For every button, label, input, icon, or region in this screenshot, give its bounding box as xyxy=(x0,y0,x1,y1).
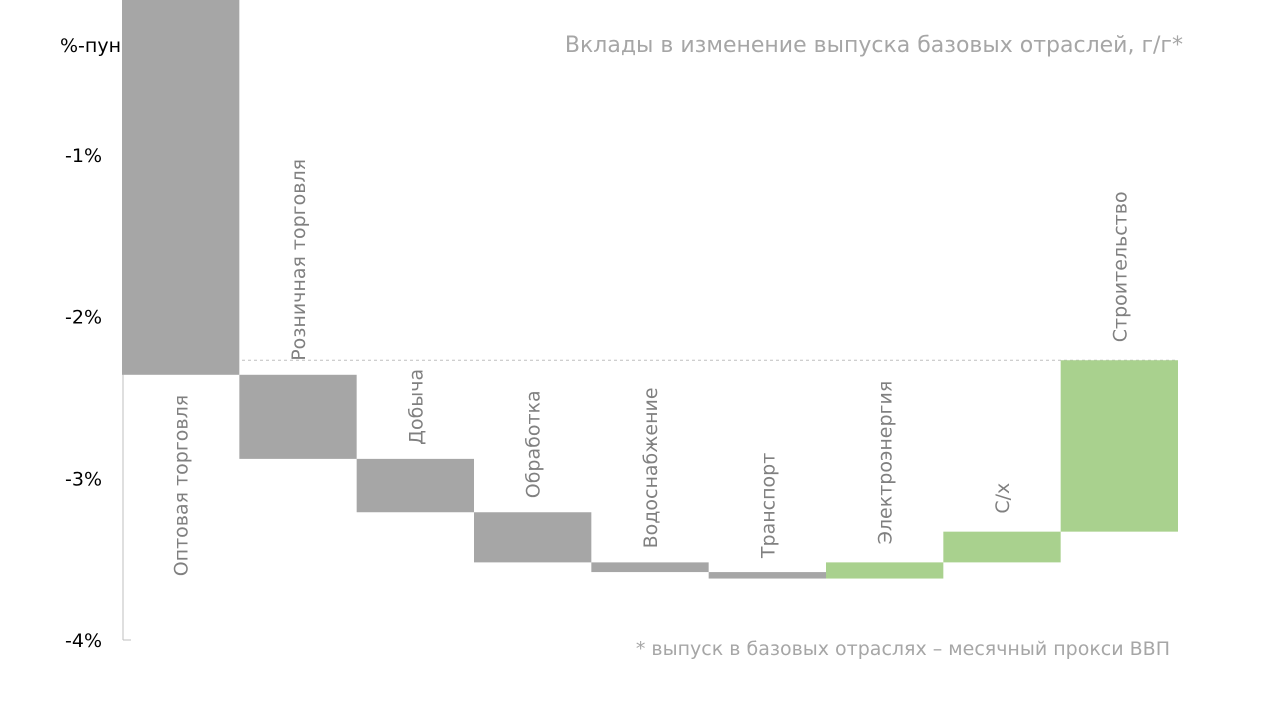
waterfall-bar xyxy=(356,458,474,513)
category-label: С/х xyxy=(992,483,1014,514)
waterfall-bar xyxy=(122,0,240,375)
y-tick-label: -3% xyxy=(65,468,102,490)
category-label: Строительство xyxy=(1109,191,1131,342)
y-tick-label: -2% xyxy=(65,307,102,329)
waterfall-bar xyxy=(239,374,357,459)
category-label: Транспорт xyxy=(757,453,779,559)
category-label: Розничная торговля xyxy=(288,159,310,361)
waterfall-bar xyxy=(1060,360,1178,532)
footnote: * выпуск в базовых отраслях – месячный п… xyxy=(636,638,1170,660)
waterfall-bars xyxy=(122,0,1178,579)
waterfall-bar xyxy=(474,512,592,563)
category-label: Водоснабжение xyxy=(640,387,662,548)
y-axis-ticks: -1% -2% -3% -4% xyxy=(65,145,102,652)
y-tick-label: -4% xyxy=(65,630,102,652)
waterfall-bar xyxy=(943,531,1061,563)
category-labels: Оптовая торговля Розничная торговля Добыча… xyxy=(171,159,1132,576)
category-label: Обработка xyxy=(523,390,545,498)
category-label: Электроэнергия xyxy=(875,381,897,545)
chart-title: Вклады в изменение выпуска базовых отрас… xyxy=(565,33,1183,58)
category-label: Добыча xyxy=(405,369,427,445)
waterfall-bar xyxy=(708,572,826,579)
y-tick-label: -1% xyxy=(65,145,102,167)
waterfall-bar xyxy=(826,562,944,579)
category-label: Оптовая торговля xyxy=(171,395,193,577)
waterfall-bar xyxy=(591,562,709,573)
